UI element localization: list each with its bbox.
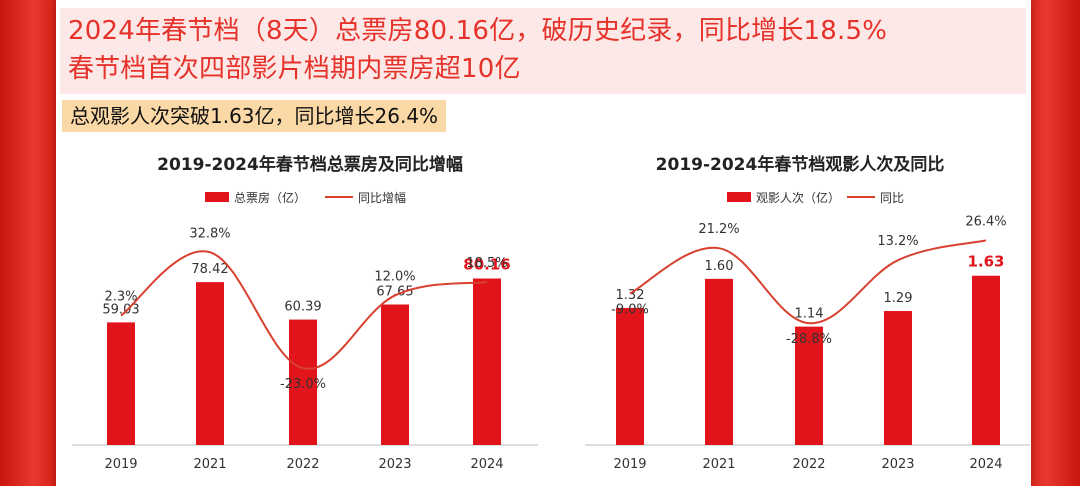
bar-value-label: 67.65 [376, 284, 413, 299]
x-tick-label: 2023 [378, 457, 411, 472]
x-tick-label: 2021 [702, 457, 735, 472]
bar-value-label: 1.60 [705, 259, 734, 274]
bar [289, 319, 317, 445]
chart-title-admissions: 2019-2024年春节档观影人次及同比 [655, 155, 945, 175]
line-value-label: 12.0% [374, 269, 415, 284]
legend-label-bar: 总票房（亿） [234, 190, 306, 205]
bar [705, 278, 733, 445]
x-tick-label: 2024 [470, 457, 503, 472]
headline-banner [60, 8, 1026, 94]
bar-value-label: 1.29 [884, 291, 913, 306]
bar-value-label: 60.39 [284, 300, 321, 315]
headline-line-2: 春节档首次四部影片档期内票房超10亿 [68, 54, 521, 84]
bar-value-label: 1.63 [967, 253, 1004, 271]
bar-value-label: 1.14 [795, 307, 824, 322]
line-value-label: 26.4% [965, 214, 1006, 229]
x-tick-label: 2019 [613, 457, 646, 472]
headline-line-1: 2024年春节档（8天）总票房80.16亿，破历史纪录，同比增长18.5% [68, 16, 888, 46]
line-value-label: 2.3% [104, 290, 137, 305]
line-value-label: -28.8% [786, 332, 832, 347]
line-value-label: 18.5% [466, 256, 507, 271]
bar-value-label: 1.32 [616, 288, 645, 303]
x-tick-label: 2022 [286, 457, 319, 472]
audience-highlight: 总观影人次突破1.63亿，同比增长26.4% [62, 100, 447, 132]
x-tick-label: 2023 [881, 457, 914, 472]
bar [473, 278, 501, 445]
growth-line [629, 239, 987, 325]
bar [381, 304, 409, 445]
x-tick-label: 2022 [792, 457, 825, 472]
line-value-label: 13.2% [877, 234, 918, 249]
bar [884, 311, 912, 445]
bar [107, 322, 135, 445]
bar-value-label: 78.42 [191, 262, 228, 277]
line-value-label: -9.0% [611, 303, 649, 318]
bar [795, 326, 823, 445]
bar [196, 282, 224, 445]
right-red-border [1024, 0, 1080, 486]
legend-label-line: 同比 [880, 191, 904, 205]
line-value-label: -23.0% [280, 377, 326, 392]
line-value-label: 32.8% [189, 226, 230, 241]
legend-label-bar: 观影人次（亿） [756, 190, 840, 205]
bar [616, 307, 644, 445]
x-tick-label: 2024 [969, 457, 1002, 472]
x-tick-label: 2021 [193, 457, 226, 472]
line-value-label: 21.2% [698, 222, 739, 237]
bar-value-label: 80.16 [463, 256, 510, 274]
bar [972, 275, 1000, 445]
x-tick-label: 2019 [104, 457, 137, 472]
chart-title-box-office: 2019-2024年春节档总票房及同比增幅 [157, 155, 463, 175]
legend-label-line: 同比增幅 [358, 190, 406, 205]
growth-line [120, 250, 488, 370]
legend-swatch-bar [205, 192, 229, 202]
legend-swatch-bar [727, 192, 751, 202]
left-red-border [0, 0, 56, 486]
